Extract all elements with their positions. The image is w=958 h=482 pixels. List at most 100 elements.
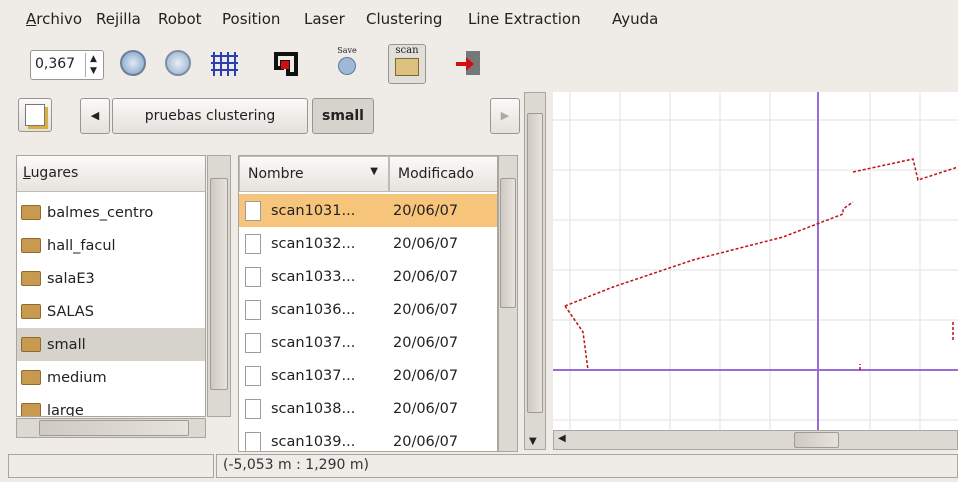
toolbar: 0,367 ▲ ▼ Save scan [10, 40, 958, 86]
file-icon [245, 299, 261, 320]
file-date: 20/06/07 [393, 400, 459, 417]
laser-scan [564, 158, 958, 371]
place-name: small [47, 336, 86, 353]
file-name: scan1032... [271, 235, 356, 252]
path-forward[interactable]: ▶ [490, 98, 520, 134]
column-header[interactable]: Nombre ▼ [239, 156, 389, 192]
file-name: scan1033... [271, 268, 356, 285]
menu-item[interactable]: Line Extraction [468, 10, 581, 28]
file-row[interactable]: scan1039... 20/06/07 [239, 425, 497, 451]
map-hscroll[interactable]: ◀ [553, 430, 958, 450]
folder-icon [21, 304, 41, 319]
file-row[interactable]: scan1036... 20/06/07 [239, 293, 497, 326]
files-list: Nombre ▼ Modificado scan1031... 20/06/07 sc… [238, 155, 498, 452]
file-name: scan1039... [271, 433, 356, 450]
file-icon [245, 365, 261, 386]
file-row[interactable]: scan1037... 20/06/07 [239, 326, 497, 359]
place-row[interactable]: SALAS [17, 295, 205, 328]
column-header[interactable]: Modificado [389, 156, 497, 192]
menu-item[interactable]: Position [222, 10, 281, 28]
places-hscroll[interactable] [16, 418, 206, 438]
menu-item[interactable]: Rejilla [96, 10, 141, 28]
file-date: 20/06/07 [393, 433, 459, 450]
places-list: Lugares balmes_centro hall_facul salaE3 SAL… [16, 155, 206, 417]
files-vscroll[interactable] [498, 155, 518, 452]
zoom-out[interactable] [165, 50, 191, 76]
menu-item[interactable]: Clustering [366, 10, 443, 28]
path-back[interactable]: ◀ [80, 98, 110, 134]
file-date: 20/06/07 [393, 268, 459, 285]
file-row[interactable]: scan1037... 20/06/07 [239, 359, 497, 392]
folder-icon [21, 403, 41, 416]
edit-location[interactable] [18, 98, 52, 132]
file-date: 20/06/07 [393, 334, 459, 351]
file-icon [245, 233, 261, 254]
place-name: medium [47, 369, 107, 386]
exit-button[interactable] [454, 48, 484, 78]
file-row[interactable]: scan1032... 20/06/07 [239, 227, 497, 260]
place-name: hall_facul [47, 237, 116, 254]
zoom-spin[interactable]: 0,367 ▲ ▼ [30, 50, 104, 80]
robot-button[interactable] [272, 48, 302, 78]
spin-arrows[interactable]: ▲ ▼ [85, 53, 101, 77]
scan-label: scan [395, 45, 419, 56]
folder-icon [21, 370, 41, 385]
place-row[interactable]: small [17, 328, 205, 361]
file-date: 20/06/07 [393, 367, 459, 384]
file-name: scan1031... [271, 202, 356, 219]
place-name: salaE3 [47, 270, 95, 287]
scroll-down[interactable]: ▼ [529, 436, 537, 447]
places-vscroll[interactable] [207, 155, 231, 417]
menu-item[interactable]: Archivo [26, 10, 83, 28]
column-name: Nombre [248, 166, 304, 182]
map-canvas [553, 92, 958, 430]
main-vscroll[interactable]: ▼ [524, 92, 546, 450]
file-icon [245, 266, 261, 287]
place-row[interactable]: medium [17, 361, 205, 394]
file-name: scan1037... [271, 367, 356, 384]
grid-toggle[interactable] [208, 48, 240, 80]
file-icon [245, 200, 261, 221]
folder-icon [21, 205, 41, 220]
place-row[interactable]: balmes_centro [17, 196, 205, 229]
file-name: scan1036... [271, 301, 356, 318]
zoom-value: 0,367 [35, 56, 76, 72]
menu-item[interactable]: Ayuda [612, 10, 659, 28]
place-row[interactable]: hall_facul [17, 229, 205, 262]
place-name: SALAS [47, 303, 94, 320]
path-button-current[interactable]: small [312, 98, 374, 134]
map-grid [553, 92, 958, 430]
save-label: Save [337, 46, 357, 55]
file-icon [245, 398, 261, 419]
status-bar: (-5,053 m : 1,290 m) [216, 454, 958, 478]
file-date: 20/06/07 [393, 235, 459, 252]
menu-bar: Archivo Rejilla Robot Position Laser Clusteri… [0, 0, 958, 38]
file-icon [245, 431, 261, 451]
file-date: 20/06/07 [393, 301, 459, 318]
menu-item[interactable]: Laser [304, 10, 345, 28]
folder-icon [21, 238, 41, 253]
place-row[interactable]: large [17, 394, 205, 417]
folder-icon [21, 271, 41, 286]
place-row[interactable]: salaE3 [17, 262, 205, 295]
folder-icon [21, 337, 41, 352]
save-button[interactable]: Save [332, 46, 362, 80]
path-bar: ◀ pruebas clustering small ▶ [10, 90, 548, 148]
progress-bar [8, 454, 214, 478]
file-name: scan1038... [271, 400, 356, 417]
file-name: scan1037... [271, 334, 356, 351]
menu-item[interactable]: Robot [158, 10, 202, 28]
scan-button[interactable]: scan [388, 44, 426, 84]
place-name: balmes_centro [47, 204, 154, 221]
path-button[interactable]: pruebas clustering [112, 98, 308, 134]
map-axes [553, 92, 958, 430]
zoom-in[interactable] [120, 50, 146, 76]
places-header[interactable]: Lugares [17, 156, 205, 192]
file-row[interactable]: scan1031... 20/06/07 [239, 194, 497, 227]
file-date: 20/06/07 [393, 202, 459, 219]
file-row[interactable]: scan1038... 20/06/07 [239, 392, 497, 425]
file-row[interactable]: scan1033... 20/06/07 [239, 260, 497, 293]
place-name: large [47, 402, 84, 417]
file-icon [245, 332, 261, 353]
